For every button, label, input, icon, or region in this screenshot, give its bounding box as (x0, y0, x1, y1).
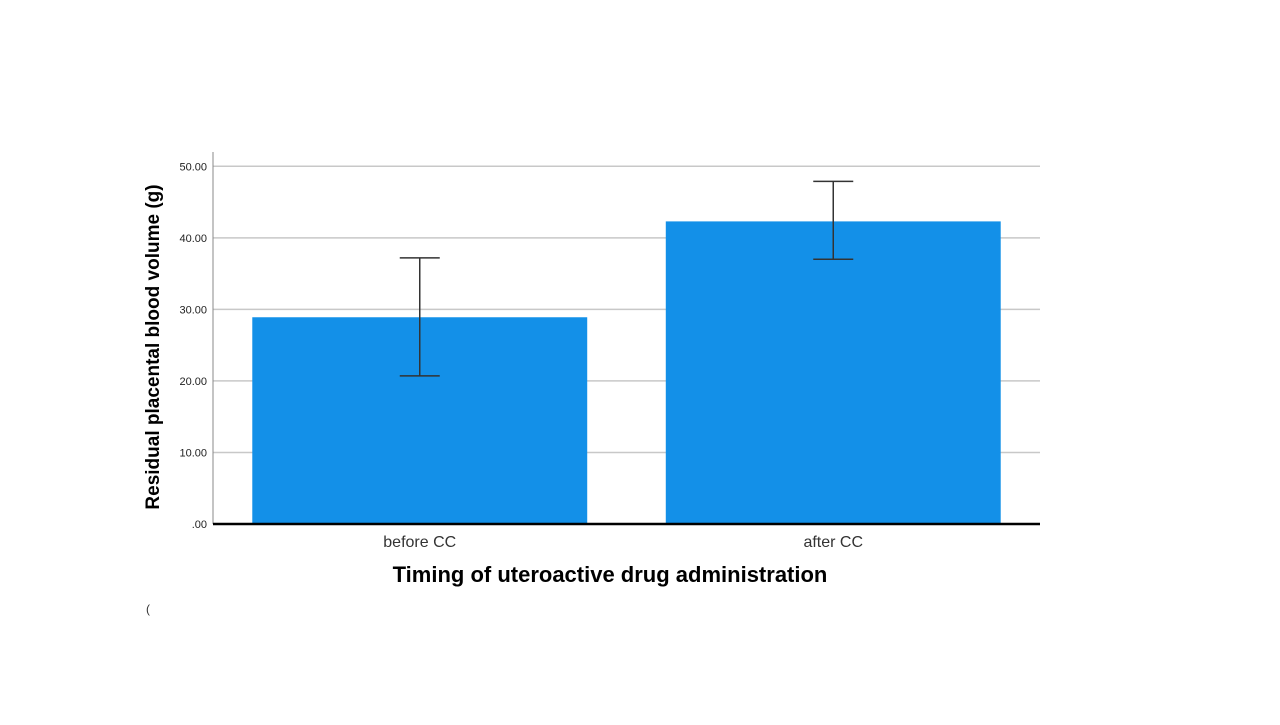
x-category-labels: before CC after CC (383, 534, 863, 551)
y-tick-label: 30.00 (179, 304, 207, 316)
y-tick-label: 10.00 (179, 447, 207, 459)
y-tick-label: 40.00 (179, 233, 207, 245)
y-axis-label: Residual placental blood volume (g) (143, 184, 164, 509)
axes (212, 152, 1040, 526)
x-axis-label: Timing of uteroactive drug administratio… (393, 562, 828, 587)
bars (252, 221, 1001, 524)
bar-after-cc (665, 221, 1001, 524)
y-tick-labels: .00 10.00 20.00 30.00 40.00 50.00 (179, 161, 207, 531)
x-category-label: after CC (803, 534, 863, 551)
y-tick-label: 50.00 (179, 161, 207, 173)
error-bars (399, 180, 854, 377)
y-tick-label: 20.00 (179, 376, 207, 388)
y-tick-label: .00 (192, 519, 207, 531)
x-category-label: before CC (383, 534, 456, 551)
footnote-text: ( (146, 602, 150, 616)
